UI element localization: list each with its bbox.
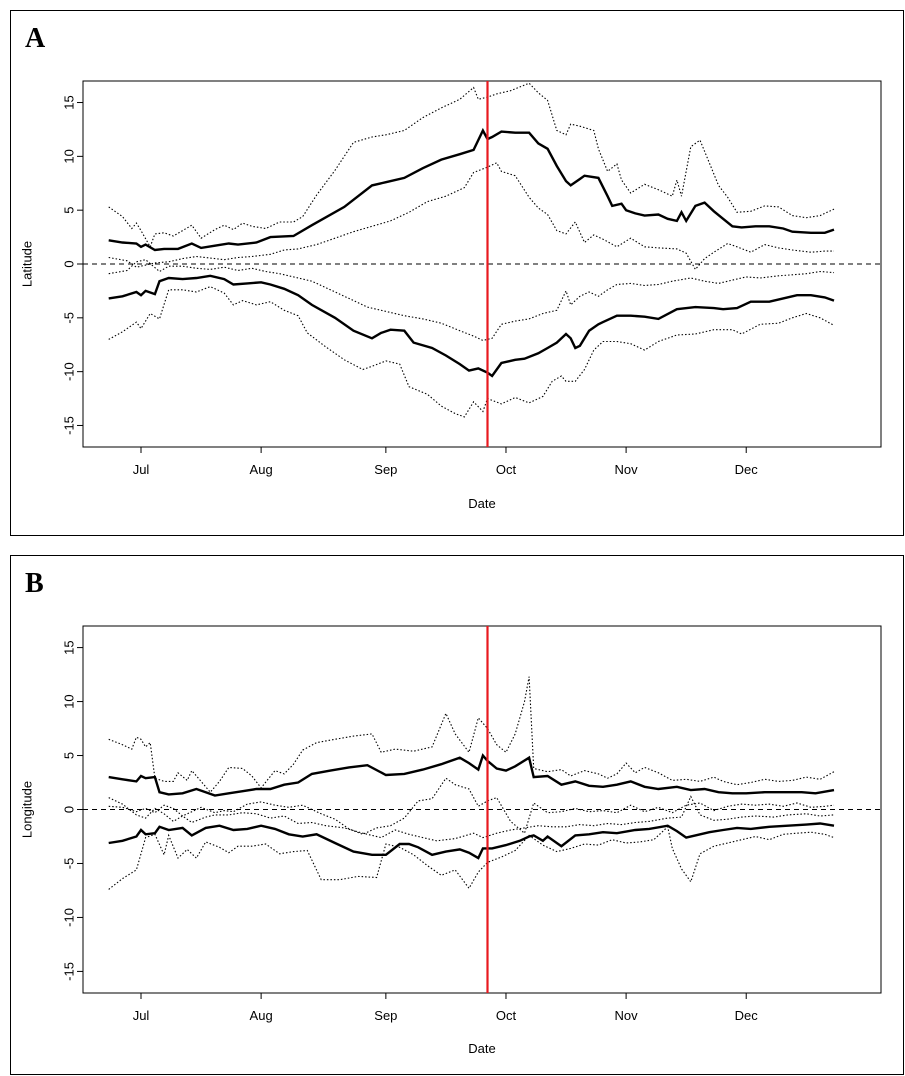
x-tick-label: Oct (496, 462, 517, 477)
panel-b: B -15 -10 -5 0 5 10 15 Jul Aug Sep Oct Nov Dec Date Lo… (10, 555, 904, 1075)
mean-line (108, 127, 835, 252)
y-tick-label: 15 (62, 95, 77, 109)
confidence-bound-line (108, 162, 834, 271)
confidence-bound-line (108, 795, 835, 842)
confidence-bound-line (108, 259, 835, 341)
x-tick-label: Nov (615, 1008, 639, 1023)
x-tick-label: Dec (735, 462, 759, 477)
mean-line (108, 822, 835, 860)
confidence-bound-line (108, 825, 835, 890)
y-tick-label: 10 (62, 694, 77, 708)
x-tick-label: Oct (496, 1008, 517, 1023)
y-tick-label: 0 (62, 806, 77, 813)
x-tick-label: Jul (133, 1008, 150, 1023)
x-tick-label: Sep (374, 1008, 397, 1023)
x-tick-label: Jul (133, 462, 150, 477)
x-tick-label: Aug (250, 1008, 273, 1023)
y-tick-label: -10 (62, 908, 77, 927)
x-axis-label: Date (468, 1041, 495, 1056)
y-tick-label: 0 (62, 260, 77, 267)
longitude-chart: -15 -10 -5 0 5 10 15 Jul Aug Sep Oct Nov Dec Date Long… (20, 625, 882, 1056)
panel-label: A (25, 23, 46, 54)
y-tick-label: -15 (62, 416, 77, 435)
panel-a: A -15 -10 -5 0 5 10 15 Jul Aug Sep Oct Nov Dec Date La… (10, 10, 904, 536)
y-tick-label: 10 (62, 149, 77, 163)
mean-line (108, 274, 835, 378)
x-tick-label: Aug (250, 462, 273, 477)
y-tick-label: -10 (62, 362, 77, 381)
y-tick-label: -5 (62, 858, 77, 870)
x-tick-label: Sep (374, 462, 397, 477)
y-tick-label: -15 (62, 962, 77, 981)
y-tick-label: 15 (62, 640, 77, 654)
y-tick-label: 5 (62, 207, 77, 214)
latitude-chart: -15 -10 -5 0 5 10 15 Jul Aug Sep Oct Nov Dec Date Lati… (20, 80, 882, 511)
y-axis-label: Longitude (20, 781, 35, 838)
confidence-bound-line (108, 286, 835, 418)
x-tick-label: Nov (615, 462, 639, 477)
panel-label: B (25, 568, 44, 599)
y-tick-label: -5 (62, 312, 77, 324)
confidence-bound-line (108, 777, 835, 835)
mean-line (108, 753, 835, 797)
x-tick-label: Dec (735, 1008, 759, 1023)
y-tick-label: 5 (62, 752, 77, 759)
y-axis-label: Latitude (20, 241, 35, 287)
confidence-bound-line (108, 82, 835, 249)
x-axis-label: Date (468, 496, 495, 511)
confidence-bound-line (108, 676, 835, 794)
